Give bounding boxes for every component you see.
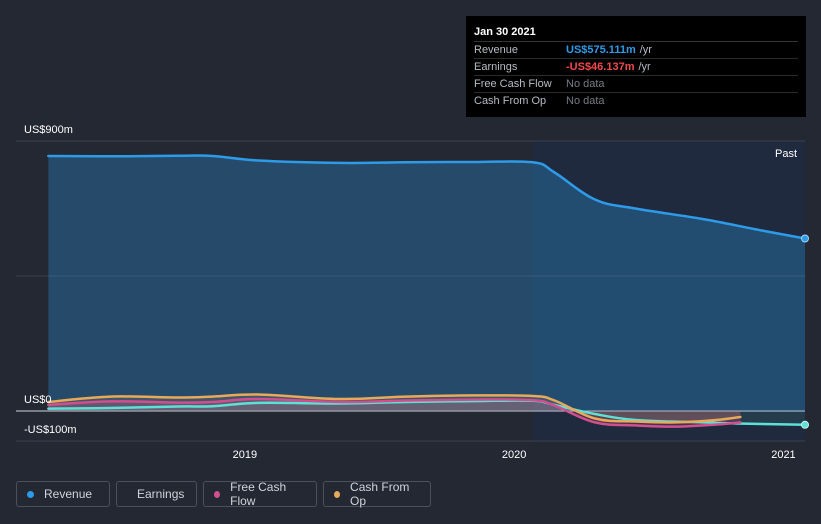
cash-from-op-dot-icon (334, 490, 341, 498)
legend-label: Earnings (137, 487, 185, 501)
legend-label: Free Cash Flow (230, 480, 287, 508)
tooltip-row-earnings: Earnings -US$46.137m /yr (474, 59, 798, 76)
tooltip-date: Jan 30 2021 (474, 24, 798, 42)
past-label: Past (775, 148, 797, 160)
y-axis-label-top: US$900m (24, 124, 73, 136)
tooltip-value: No data (566, 95, 605, 107)
tooltip-row-cash-from-op: Cash From Op No data (474, 93, 798, 109)
legend-item-earnings[interactable]: Earnings (116, 481, 197, 507)
tooltip-row-revenue: Revenue US$575.111m /yr (474, 42, 798, 59)
x-tick-label: 2021 (771, 449, 795, 461)
revenue-area (48, 155, 806, 411)
y-axis-label-zero: US$0 (24, 394, 52, 406)
tooltip-unit: /yr (639, 44, 652, 56)
legend-label: Revenue (44, 487, 93, 501)
legend-item-cash-from-op[interactable]: Cash From Op (323, 480, 431, 508)
revenue-dot-icon (27, 490, 34, 498)
x-tick-label: 2019 (233, 449, 257, 461)
revenue-point (801, 234, 809, 243)
x-tick-label: 2020 (502, 449, 526, 461)
tooltip-label: Cash From Op (474, 95, 547, 107)
revenue-line (47, 154, 807, 240)
hover-tooltip: Jan 30 2021 Revenue US$575.111m /yr Earn… (466, 16, 806, 117)
tooltip-unit: /yr (638, 61, 651, 73)
legend-item-free-cash-flow[interactable]: Free Cash Flow (203, 480, 317, 508)
tooltip-value: US$575.111m (566, 44, 636, 56)
earnings-area (48, 400, 806, 425)
legend-label: Cash From Op (350, 480, 410, 508)
cash-from-op-line (47, 393, 742, 424)
tooltip-row-free-cash-flow: Free Cash Flow No data (474, 76, 798, 93)
y-axis-label-bottom: -US$100m (24, 424, 77, 436)
legend-item-revenue[interactable]: Revenue (16, 481, 110, 507)
tooltip-value: No data (566, 78, 605, 90)
tooltip-label: Earnings (474, 61, 518, 73)
earnings-point (801, 420, 809, 429)
free-cash-flow-dot-icon (214, 490, 221, 498)
tooltip-value: -US$46.137m (566, 61, 635, 73)
tooltip-label: Free Cash Flow (474, 78, 552, 90)
free-cash-flow-line (47, 397, 742, 428)
tooltip-label: Revenue (474, 44, 519, 56)
chart-legend: Revenue Earnings Free Cash Flow Cash Fro… (16, 480, 431, 508)
